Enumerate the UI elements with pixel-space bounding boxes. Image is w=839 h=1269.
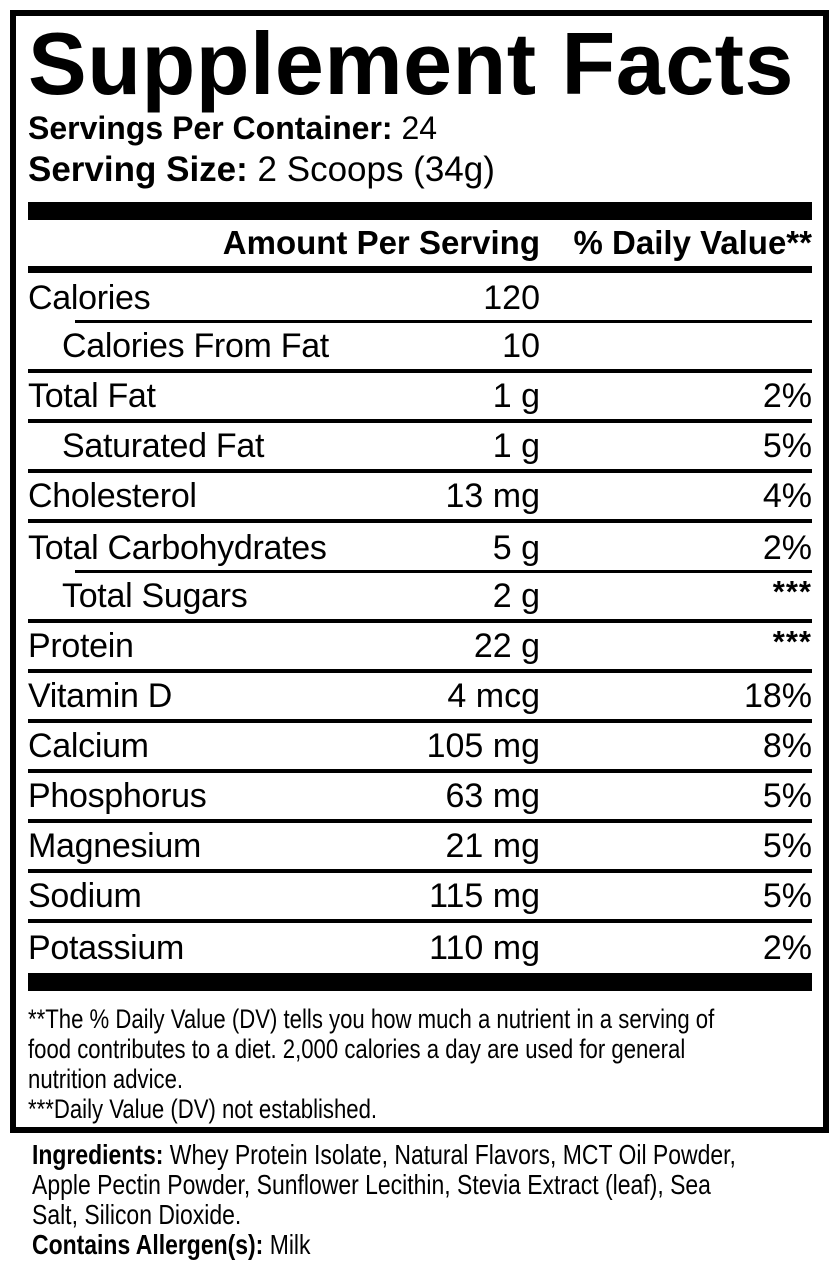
nutrient-name: Vitamin D [28,676,173,715]
nutrient-daily-value: 5% [762,776,812,815]
nutrient-name: Sodium [28,876,142,915]
table-row: Phosphorus 63 mg 5% [28,773,812,823]
nutrient-daily-value: 8% [762,726,812,765]
table-row: Potassium 110 mg 2% [28,923,812,973]
table-row: Sodium 115 mg 5% [28,873,812,923]
daily-value-note-line: **The % Daily Value (DV) tells you how m… [28,1004,715,1034]
nutrient-amount: 1 g [492,426,540,465]
ingredients-section: Ingredients: Whey Protein Isolate, Natur… [32,1140,816,1260]
column-header-amount: Amount Per Serving [222,224,540,261]
nutrient-amount: 22 g [473,626,540,665]
table-row: Calories 120 [28,273,812,323]
nutrient-table: Calories 120 Calories From Fat 10 Total … [28,273,812,973]
footnotes: **The % Daily Value (DV) tells you how m… [28,991,812,1124]
thick-divider-top [28,202,812,220]
not-established-note: ***Daily Value (DV) not established. [28,1094,378,1124]
table-row: Vitamin D 4 mcg 18% [28,673,812,723]
nutrient-daily-value: 18% [743,676,812,715]
table-header: Amount Per Serving % Daily Value** [28,220,812,273]
nutrient-name: Magnesium [28,826,202,865]
nutrient-amount: 10 [502,326,540,365]
nutrient-daily-value: 5% [762,426,812,465]
nutrient-daily-value: *** [772,624,812,659]
nutrient-amount: 105 mg [426,726,540,765]
nutrient-amount: 21 mg [445,826,541,865]
ingredients-text: Whey Protein Isolate, Natural Flavors, M… [169,1139,736,1170]
serving-size-label: Serving Size: [28,150,248,189]
servings-per-container-label: Servings Per Container: [28,110,393,146]
nutrient-amount: 4 mcg [447,676,540,715]
ingredients-line: Salt, Silicon Dioxide. [32,1199,242,1230]
serving-size-value: 2 Scoops (34g) [257,150,495,189]
table-row: Saturated Fat 1 g 5% [28,423,812,473]
table-row: Calories From Fat 10 [28,323,812,373]
nutrient-name: Total Carbohydrates [28,528,327,567]
nutrient-daily-value: *** [772,574,812,609]
allergen-value: Milk [269,1229,311,1260]
nutrient-amount: 63 mg [445,776,541,815]
nutrient-daily-value: 2% [762,928,812,967]
nutrient-name: Cholesterol [28,476,197,515]
nutrient-amount: 13 mg [445,476,541,515]
nutrient-amount: 5 g [492,528,540,567]
nutrient-name: Total Fat [28,376,156,415]
daily-value-note-line: nutrition advice. [28,1064,184,1094]
nutrient-amount: 1 g [492,376,540,415]
table-row: Total Carbohydrates 5 g 2% [28,523,812,573]
nutrient-daily-value: 5% [762,876,812,915]
table-row: Magnesium 21 mg 5% [28,823,812,873]
nutrient-daily-value: 2% [762,528,812,567]
nutrient-amount: 115 mg [429,876,540,915]
panel-title: Supplement Facts [28,14,794,113]
ingredients-label: Ingredients: [32,1139,164,1170]
allergen-line: Contains Allergen(s): Milk [32,1230,675,1260]
daily-value-note-line: food contributes to a diet. 2,000 calori… [28,1034,686,1064]
nutrient-amount: 110 mg [429,928,540,967]
nutrient-amount: 120 [483,278,540,317]
nutrient-amount: 2 g [492,576,540,615]
nutrient-name: Phosphorus [28,776,207,815]
table-row: Total Sugars 2 g *** [28,573,812,623]
table-row: Cholesterol 13 mg 4% [28,473,812,523]
thick-divider-bottom [28,973,812,991]
nutrient-name: Calories [28,278,151,317]
nutrient-name: Saturated Fat [62,426,265,465]
ingredients-line: Apple Pectin Powder, Sunflower Lecithin,… [32,1169,711,1200]
serving-size: Serving Size: 2 Scoops (34g) [28,150,812,190]
servings-per-container: Servings Per Container: 24 [28,110,812,146]
nutrient-name: Calories From Fat [62,326,329,365]
ingredients-line: Ingredients: Whey Protein Isolate, Natur… [32,1139,736,1170]
table-row: Protein 22 g *** [28,623,812,673]
facts-panel: Supplement Facts Servings Per Container:… [10,10,829,1133]
table-row: Total Fat 1 g 2% [28,373,812,423]
nutrient-daily-value: 5% [762,826,812,865]
column-header-daily-value: % Daily Value** [573,224,812,261]
table-row: Calcium 105 mg 8% [28,723,812,773]
servings-per-container-value: 24 [401,110,438,146]
allergen-label: Contains Allergen(s): [32,1229,264,1260]
nutrient-daily-value: 4% [762,476,812,515]
nutrient-name: Total Sugars [62,576,248,615]
nutrient-daily-value: 2% [762,376,812,415]
nutrient-name: Protein [28,626,134,665]
nutrient-name: Calcium [28,726,149,765]
nutrient-name: Potassium [28,928,185,967]
